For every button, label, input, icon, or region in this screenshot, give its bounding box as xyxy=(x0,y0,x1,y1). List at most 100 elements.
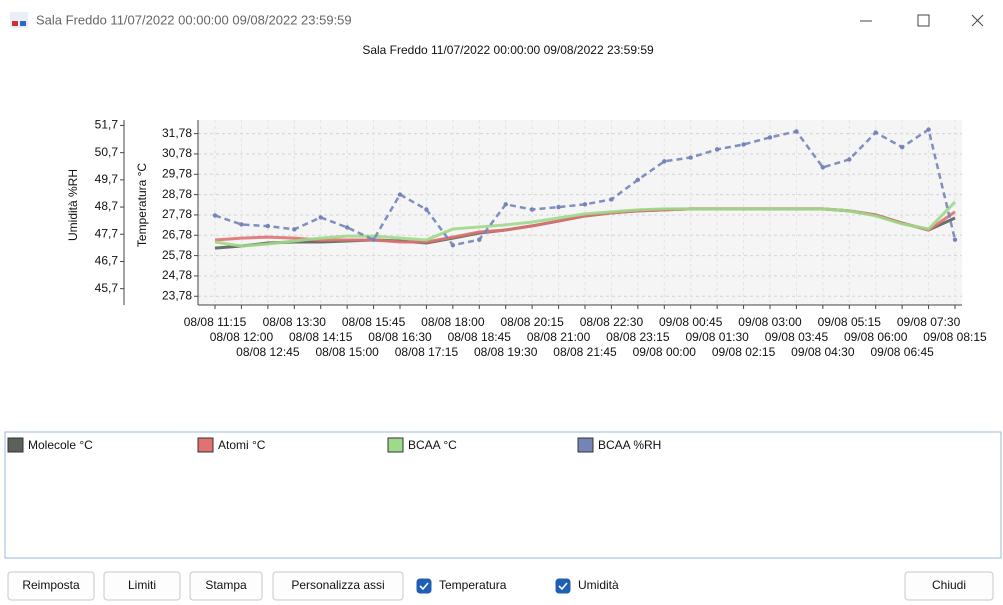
button[interactable] xyxy=(103,571,181,601)
y-tick-label: 49,7 xyxy=(95,172,119,186)
legend-label: Atomi °C xyxy=(218,438,266,452)
x-tick-label: 08/08 18:45 xyxy=(448,330,512,344)
x-tick-label: 08/08 16:30 xyxy=(368,330,432,344)
app-icon-part xyxy=(12,21,18,26)
checkbox[interactable] xyxy=(555,578,571,594)
maximize-button[interactable] xyxy=(917,14,930,27)
series-marker xyxy=(899,145,905,150)
button-label[interactable]: Reimposta xyxy=(22,578,80,592)
y-axis-label: Umidità %RH xyxy=(66,169,80,241)
y-tick-label: 50,7 xyxy=(95,145,119,159)
legend-label: BCAA %RH xyxy=(598,438,661,452)
series-marker xyxy=(820,165,826,170)
x-tick-label: 09/08 04:30 xyxy=(791,345,855,359)
plot-area xyxy=(198,120,962,305)
y2-tick-label: 29,78 xyxy=(162,166,192,180)
app-icon-part xyxy=(20,21,26,26)
y2-tick-label: 23,78 xyxy=(162,288,192,302)
series-marker xyxy=(344,225,350,230)
y2-tick-label: 30,78 xyxy=(162,146,192,160)
legend-swatch xyxy=(197,437,214,453)
button-label[interactable]: Chiudi xyxy=(932,578,966,592)
series-marker xyxy=(635,177,641,183)
checkbox-label[interactable]: Umidità xyxy=(578,578,619,592)
legend-swatch xyxy=(577,437,594,453)
series-marker xyxy=(926,127,931,132)
y-tick-label: 51,7 xyxy=(95,118,119,132)
y2-axis-label: Temperatura °C xyxy=(135,163,149,247)
series-marker xyxy=(741,142,746,147)
x-tick-label: 09/08 03:45 xyxy=(765,330,829,344)
checkbox[interactable] xyxy=(416,578,432,594)
series-marker xyxy=(318,215,323,220)
series-marker xyxy=(292,227,297,232)
y2-tick-label: 28,78 xyxy=(162,187,192,201)
series-marker xyxy=(450,242,456,248)
close-button[interactable] xyxy=(971,14,984,27)
x-tick-label: 08/08 15:45 xyxy=(342,315,406,329)
x-tick-label: 08/08 17:15 xyxy=(395,345,459,359)
y-tick-label: 48,7 xyxy=(95,199,119,213)
button[interactable] xyxy=(272,571,404,601)
x-tick-label: 08/08 15:00 xyxy=(315,345,379,359)
x-tick-label: 09/08 00:00 xyxy=(633,345,697,359)
legend-swatch xyxy=(7,437,24,453)
y-tick-label: 46,7 xyxy=(95,254,119,268)
series-marker xyxy=(952,237,958,242)
x-tick-label: 08/08 11:15 xyxy=(184,315,247,329)
x-tick-label: 08/08 22:30 xyxy=(580,315,644,329)
button-label[interactable]: Stampa xyxy=(205,578,247,592)
button[interactable] xyxy=(904,571,994,601)
checkbox-check[interactable] xyxy=(419,582,429,591)
y2-tick-label: 26,78 xyxy=(162,227,192,241)
chart-title: Sala Freddo 11/07/2022 00:00:00 09/08/20… xyxy=(362,43,654,57)
series-marker xyxy=(477,237,482,242)
legend-swatch xyxy=(387,437,404,453)
series-marker xyxy=(873,130,878,135)
legend-label: BCAA °C xyxy=(408,438,457,452)
checkbox-check[interactable] xyxy=(558,582,568,591)
series-marker xyxy=(212,213,218,218)
checkbox-label[interactable]: Temperatura xyxy=(439,578,507,592)
series-marker xyxy=(503,202,508,207)
x-tick-label: 09/08 08:15 xyxy=(923,330,987,344)
y2-tick-label: 27,78 xyxy=(162,207,192,221)
x-tick-label: 09/08 03:00 xyxy=(738,315,802,329)
x-tick-label: 09/08 01:30 xyxy=(685,330,749,344)
series-marker xyxy=(397,192,403,197)
x-tick-label: 09/08 00:45 xyxy=(659,315,723,329)
x-tick-label: 09/08 06:45 xyxy=(870,345,934,359)
series-marker xyxy=(582,202,588,207)
x-tick-label: 08/08 23:15 xyxy=(606,330,670,344)
series-marker xyxy=(424,207,429,212)
series-marker xyxy=(662,159,667,164)
series-marker xyxy=(265,223,271,229)
x-tick-label: 08/08 19:30 xyxy=(474,345,538,359)
series-marker xyxy=(239,222,244,227)
series-line xyxy=(214,200,957,248)
legend-box xyxy=(4,431,1002,559)
series-marker xyxy=(714,147,720,152)
y2-tick-label: 25,78 xyxy=(162,248,192,262)
y2-tick-label: 31,78 xyxy=(162,126,192,140)
x-tick-label: 09/08 07:30 xyxy=(897,315,961,329)
x-tick-label: 08/08 20:15 xyxy=(500,315,564,329)
button-label[interactable]: Personalizza assi xyxy=(291,578,384,592)
x-tick-label: 08/08 12:00 xyxy=(210,330,274,344)
x-tick-label: 08/08 14:15 xyxy=(289,330,353,344)
legend-label: Molecole °C xyxy=(28,438,93,452)
series-marker xyxy=(767,135,773,140)
window-title: Sala Freddo 11/07/2022 00:00:00 09/08/20… xyxy=(36,12,352,27)
x-tick-label: 08/08 21:00 xyxy=(527,330,591,344)
button[interactable] xyxy=(7,571,95,601)
x-tick-label: 09/08 05:15 xyxy=(818,315,882,329)
series-marker xyxy=(556,204,561,210)
x-tick-label: 08/08 13:30 xyxy=(263,315,327,329)
series-marker xyxy=(371,237,376,242)
x-tick-label: 08/08 12:45 xyxy=(236,345,300,359)
button-label[interactable]: Limiti xyxy=(128,578,156,592)
y-tick-label: 47,7 xyxy=(95,226,119,240)
button[interactable] xyxy=(189,571,263,601)
x-tick-label: 09/08 02:15 xyxy=(712,345,776,359)
